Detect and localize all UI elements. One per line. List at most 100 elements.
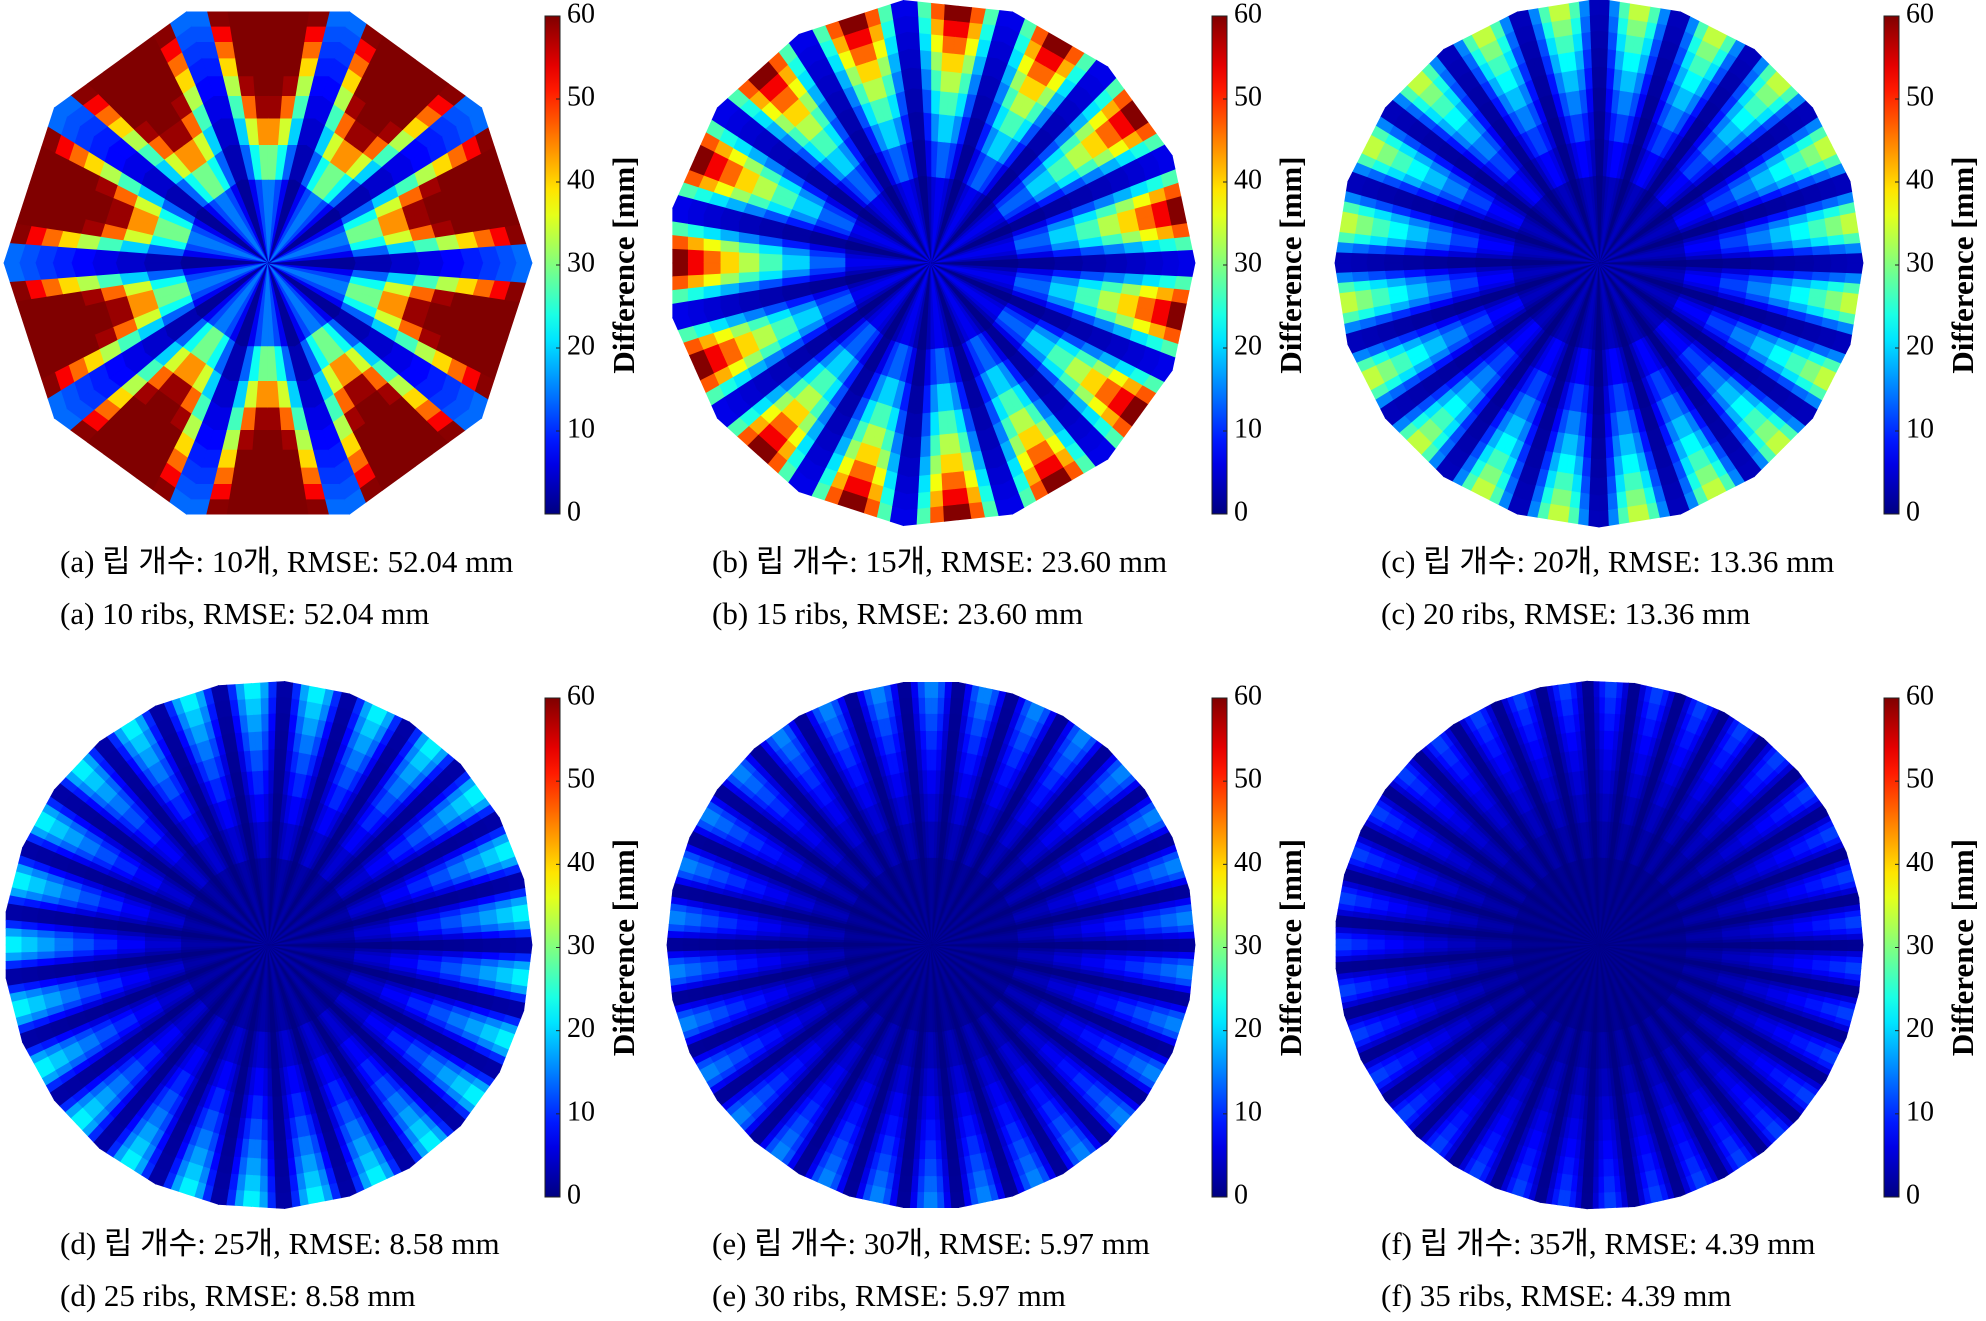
- patch: [1139, 284, 1160, 299]
- patch: [267, 1140, 276, 1161]
- patch: [1592, 386, 1600, 416]
- patch: [1160, 262, 1181, 277]
- patch: [267, 117, 281, 146]
- colorbar-tick-label: 10: [567, 413, 595, 444]
- patch: [672, 262, 688, 278]
- patch: [5, 919, 22, 930]
- patch: [252, 1175, 262, 1193]
- patch: [1174, 275, 1193, 291]
- patch: [672, 207, 688, 225]
- patch: [1827, 280, 1846, 293]
- patch: [267, 1192, 277, 1209]
- patch: [930, 473, 944, 493]
- difference-map: [3, 11, 533, 515]
- patch: [267, 748, 275, 771]
- patch: [1591, 414, 1600, 440]
- patch: [282, 57, 302, 77]
- patch: [244, 1174, 254, 1192]
- patch: [274, 696, 285, 714]
- patch: [930, 89, 941, 115]
- patch: [930, 17, 945, 36]
- patch: [234, 449, 254, 469]
- patch: [416, 249, 445, 264]
- patch: [285, 25, 307, 42]
- colorbar-tick-label: 0: [1234, 496, 1248, 527]
- patch: [273, 729, 282, 750]
- patch: [263, 1031, 269, 1070]
- patch: [253, 407, 269, 431]
- patch: [918, 474, 932, 494]
- colorbar-tick-label: 30: [1234, 247, 1262, 278]
- patch: [260, 713, 269, 732]
- patch: [229, 484, 251, 501]
- patch: [1365, 262, 1386, 273]
- patch: [1176, 262, 1196, 277]
- colorbar-tick-label: 0: [1906, 496, 1920, 527]
- patch: [1772, 269, 1796, 279]
- patch: [1608, 0, 1620, 18]
- colorbar-tick-label: 30: [567, 247, 595, 278]
- patch: [922, 384, 932, 415]
- patch: [1773, 254, 1797, 264]
- colorbar-tick-label: 50: [1234, 81, 1262, 112]
- patch: [115, 251, 148, 264]
- patch: [259, 1175, 269, 1193]
- patch: [921, 412, 932, 438]
- patch: [1792, 270, 1814, 281]
- patch: [1608, 508, 1620, 526]
- patch: [1143, 250, 1165, 264]
- patch: [255, 1118, 263, 1141]
- patch: [1053, 262, 1084, 272]
- patch: [687, 249, 704, 264]
- patch: [261, 1119, 269, 1142]
- patch: [1367, 244, 1387, 256]
- patch: [687, 274, 704, 290]
- patch: [672, 275, 688, 291]
- patch: [251, 1191, 261, 1208]
- patch: [1589, 29, 1600, 50]
- patch: [499, 936, 518, 946]
- patch: [273, 748, 281, 771]
- caption-korean: (a) 립 개수: 10개, RMSE: 52.04 mm: [60, 544, 513, 579]
- patch: [940, 51, 954, 73]
- patch: [36, 929, 55, 939]
- patch: [36, 944, 55, 953]
- patch: [1422, 255, 1448, 264]
- patch: [5, 928, 22, 938]
- patch: [91, 249, 120, 264]
- patch: [1598, 0, 1610, 17]
- patch: [267, 449, 286, 469]
- patch: [904, 492, 920, 511]
- patch: [1336, 242, 1354, 254]
- patch: [1588, 509, 1600, 528]
- colorbar-label: Difference [mm]: [606, 156, 641, 373]
- patch: [1598, 46, 1608, 68]
- patch: [510, 262, 533, 283]
- patch: [144, 940, 182, 946]
- patch: [20, 921, 38, 931]
- patch: [1598, 29, 1609, 50]
- patch: [719, 240, 739, 254]
- patch: [1794, 262, 1816, 272]
- patch: [1141, 238, 1162, 253]
- patch: [267, 729, 276, 750]
- patch: [687, 236, 704, 252]
- patch: [1590, 458, 1600, 480]
- patch: [1141, 273, 1162, 288]
- patch: [248, 484, 269, 501]
- patch: [1174, 235, 1193, 251]
- patch: [213, 467, 236, 485]
- colorbar-tick-label: 20: [1906, 330, 1934, 361]
- patch: [1337, 231, 1356, 245]
- patch: [930, 506, 945, 524]
- colorbar-tick-label: 50: [567, 81, 595, 112]
- patch: [1615, 32, 1627, 52]
- patch: [909, 436, 923, 460]
- patch: [267, 696, 277, 714]
- patch: [941, 34, 956, 54]
- colorbar-tick-label: 60: [1234, 0, 1262, 29]
- colorbar-tick-label: 60: [567, 0, 595, 29]
- colorbar-tick-label: 10: [1906, 413, 1934, 444]
- patch: [1811, 270, 1831, 282]
- patch: [260, 1139, 269, 1160]
